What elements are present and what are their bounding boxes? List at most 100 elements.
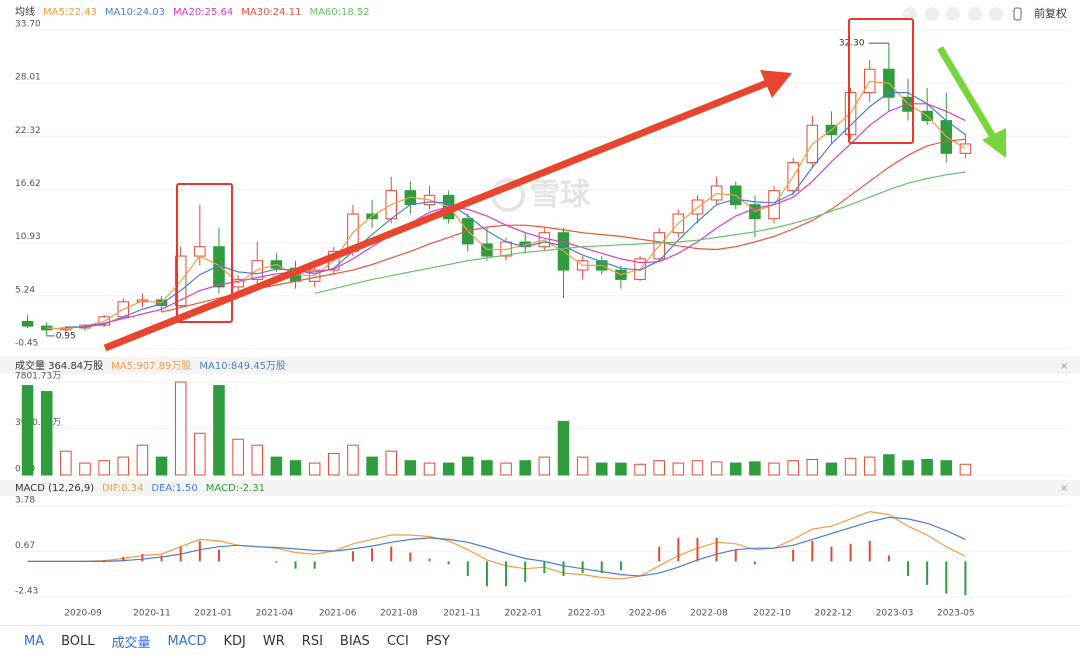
volume-bar xyxy=(576,456,589,476)
volume-bar xyxy=(136,444,149,476)
volume-bar xyxy=(863,456,876,476)
volume-bar xyxy=(768,462,780,476)
y-tick-label: 0.67 xyxy=(15,541,35,551)
legend-title: 成交量 364.84万股 xyxy=(15,359,103,372)
tab[interactable]: BIAS xyxy=(339,634,370,649)
x-tick-label: 2022-08 xyxy=(690,609,728,619)
legend-item: DIF:0.34 xyxy=(102,483,143,494)
legend-item: MA10:849.45万股 xyxy=(199,360,286,372)
watermark: 雪球 xyxy=(491,178,591,213)
volume-bar xyxy=(691,460,704,476)
volume-bar xyxy=(825,462,838,476)
max-label: 32.30 xyxy=(839,39,865,49)
legend-title: MACD (12,26,9) xyxy=(15,483,94,494)
volume-bar xyxy=(270,456,283,476)
tab[interactable]: WR xyxy=(262,634,285,649)
zoom-in-button[interactable] xyxy=(925,7,939,21)
volume-bar xyxy=(213,385,225,476)
tab[interactable]: RSI xyxy=(301,634,323,649)
volume-bar xyxy=(462,456,474,476)
adjust-label[interactable]: 前复权 xyxy=(1034,6,1067,20)
x-tick-label: 2022-01 xyxy=(504,609,542,619)
volume-bar xyxy=(40,391,53,476)
volume-bar xyxy=(251,444,264,476)
tab[interactable]: CCI xyxy=(386,634,409,649)
y-tick-label: 33.70 xyxy=(15,20,41,30)
legend-item: MA20:25.64 xyxy=(173,7,233,18)
watermark-text: 雪球 xyxy=(530,178,591,213)
x-tick-label: 2021-06 xyxy=(319,609,357,619)
tab[interactable]: MACD xyxy=(167,634,207,649)
ma-line xyxy=(46,80,966,330)
volume-bar xyxy=(634,463,646,476)
volume-bar xyxy=(423,462,436,476)
y-tick-label: -0.45 xyxy=(15,339,38,349)
close-icon[interactable]: × xyxy=(1060,483,1068,494)
y-tick-label: 5.24 xyxy=(15,285,35,295)
trend-arrow-head xyxy=(760,70,792,98)
candle-body xyxy=(959,143,972,154)
volume-bar xyxy=(232,438,244,476)
volume-bar xyxy=(940,460,953,476)
ma-line xyxy=(314,171,966,294)
macd-line xyxy=(27,516,966,577)
x-tick-label: 2023-03 xyxy=(876,609,914,619)
volume-bar xyxy=(347,444,359,476)
volume-bar xyxy=(538,456,551,476)
tab[interactable]: PSY xyxy=(425,634,450,649)
legend-item: MA60:18.52 xyxy=(309,7,369,18)
device-icon[interactable] xyxy=(1013,7,1022,21)
volume-bar xyxy=(404,460,417,476)
x-tick-label: 2021-11 xyxy=(443,609,481,619)
ma-line xyxy=(65,92,966,328)
y-tick-label: 10.93 xyxy=(15,232,41,242)
volume-bar xyxy=(98,460,110,476)
tab[interactable]: 成交量 xyxy=(111,636,151,651)
candle-body xyxy=(194,246,206,257)
x-tick-label: 2022-06 xyxy=(629,609,667,619)
volume-bar xyxy=(844,457,857,476)
y-tick-label: -2.43 xyxy=(15,586,38,596)
toolbar: 前复权 xyxy=(903,6,1067,21)
trend-arrow-head xyxy=(982,128,1006,158)
legend-item: MA5:22.43 xyxy=(43,7,97,18)
y-tick-label: 16.62 xyxy=(15,179,41,189)
x-tick-label: 2022-03 xyxy=(568,609,606,619)
y-tick-label: 7801.73万 xyxy=(15,372,61,382)
right-button[interactable] xyxy=(989,7,1003,21)
volume-bar xyxy=(289,460,302,476)
macd-line xyxy=(27,510,966,580)
tab[interactable]: BOLL xyxy=(61,634,95,649)
volume-bar xyxy=(787,460,799,476)
volume-bar xyxy=(921,459,933,476)
volume-bar xyxy=(328,453,340,476)
zoom-out-button[interactable] xyxy=(946,7,960,21)
y-tick-label: 22.32 xyxy=(15,126,41,136)
volume-bar xyxy=(615,462,627,476)
left-button[interactable] xyxy=(968,7,982,21)
tab[interactable]: MA xyxy=(24,634,45,649)
volume-bar xyxy=(902,460,914,476)
x-tick-label: 2020-11 xyxy=(133,609,171,619)
legend-item: DEA:1.50 xyxy=(151,483,197,494)
annotations xyxy=(103,18,1006,352)
volume-bar xyxy=(155,456,168,476)
legend-item: MA5:907.89万股 xyxy=(111,360,191,372)
min-label: 0.95 xyxy=(56,331,76,341)
volume-bar xyxy=(79,462,91,476)
volume-bar xyxy=(672,462,685,476)
volume-bar xyxy=(959,463,972,476)
volume-bar xyxy=(60,450,72,476)
legend-item: MA10:24.03 xyxy=(105,7,165,18)
x-tick-label: 2021-08 xyxy=(380,609,418,619)
volume-bar xyxy=(366,456,378,476)
ma-line xyxy=(161,138,966,313)
volume-bar xyxy=(21,385,34,476)
volume-bar xyxy=(500,462,512,476)
close-icon[interactable]: × xyxy=(1060,361,1068,372)
x-tick-label: 2020-09 xyxy=(64,609,102,619)
volume-bar xyxy=(194,432,206,476)
candle-body xyxy=(21,320,34,327)
tab[interactable]: KDJ xyxy=(223,634,246,649)
undo-button[interactable] xyxy=(903,7,917,21)
